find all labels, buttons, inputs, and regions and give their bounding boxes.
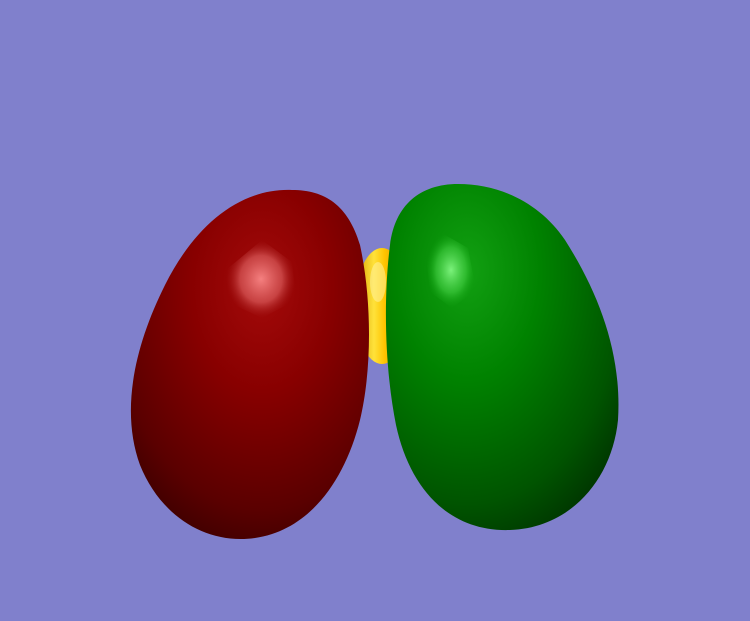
red-lobe[interactable] [130, 189, 369, 540]
red-lobe-highlight [226, 240, 296, 318]
green-lobe[interactable] [385, 184, 619, 531]
green-lobe-highlight [426, 232, 476, 308]
